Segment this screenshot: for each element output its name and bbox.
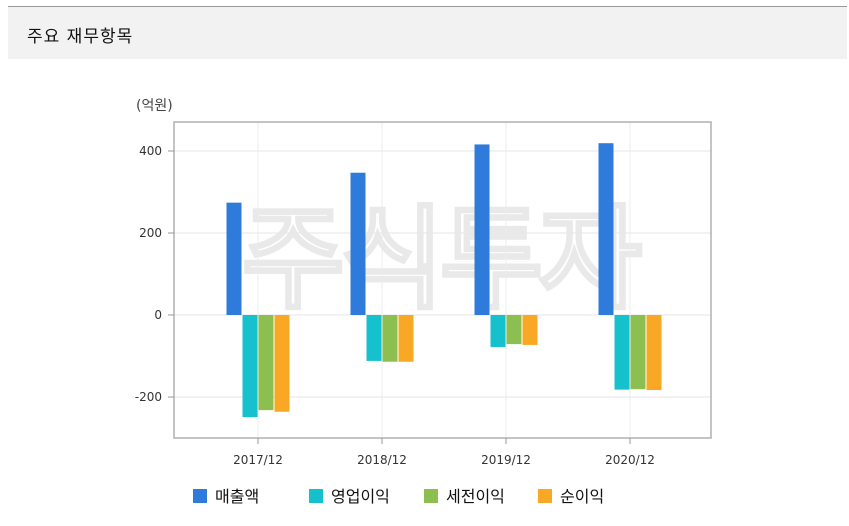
watermark-logo: 주식투자 — [242, 195, 641, 325]
bar — [614, 315, 630, 390]
x-axis: 2017/12 2018/12 2019/12 2020/12 — [233, 438, 655, 467]
y-axis-unit-label: (억원) — [136, 98, 173, 114]
x-tick-label: 2019/12 — [481, 453, 531, 467]
legend-label: 순이익 — [560, 487, 604, 506]
bar — [242, 315, 258, 418]
y-tick-label: 0 — [154, 308, 162, 322]
plot-frame — [173, 121, 712, 439]
legend-swatch — [193, 489, 207, 503]
legend-label: 매출액 — [215, 487, 259, 506]
bar — [506, 315, 522, 345]
bar — [490, 315, 506, 347]
legend: 매출액 영업이익 세전이익 순이익 — [193, 487, 604, 506]
bar — [382, 315, 398, 362]
bar — [226, 202, 242, 315]
bar — [274, 315, 290, 412]
y-tick-label: -200 — [135, 390, 162, 404]
financial-bar-chart: 주식투자 (억원) 400 200 0 -200 2017/12 2018/12 2019… — [135, 98, 712, 506]
bars-group — [226, 143, 662, 418]
top-divider — [8, 6, 847, 7]
bar — [646, 315, 662, 391]
legend-label: 세전이익 — [446, 487, 505, 506]
bar — [258, 315, 274, 411]
x-tick-label: 2017/12 — [233, 453, 283, 467]
legend-swatch — [424, 489, 438, 503]
section-title: 주요 재무항목 — [27, 27, 134, 47]
x-tick-label: 2020/12 — [605, 453, 655, 467]
x-tick-label: 2018/12 — [357, 453, 407, 467]
bar — [398, 315, 414, 362]
legend-swatch — [538, 489, 552, 503]
bar — [598, 143, 614, 315]
legend-label: 영업이익 — [331, 487, 390, 506]
bar — [366, 315, 382, 361]
bar — [630, 315, 646, 390]
y-axis: 400 200 0 -200 — [135, 144, 174, 404]
y-tick-label: 400 — [139, 144, 162, 158]
bar — [522, 315, 538, 345]
bar — [350, 172, 366, 315]
section-header: 주요 재무항목 — [8, 7, 847, 59]
legend-swatch — [309, 489, 323, 503]
chart-container: 주식투자 (억원) 400 200 0 -200 2017/12 2018/12 2019… — [0, 60, 849, 522]
y-tick-label: 200 — [139, 226, 162, 240]
bar — [474, 144, 490, 315]
